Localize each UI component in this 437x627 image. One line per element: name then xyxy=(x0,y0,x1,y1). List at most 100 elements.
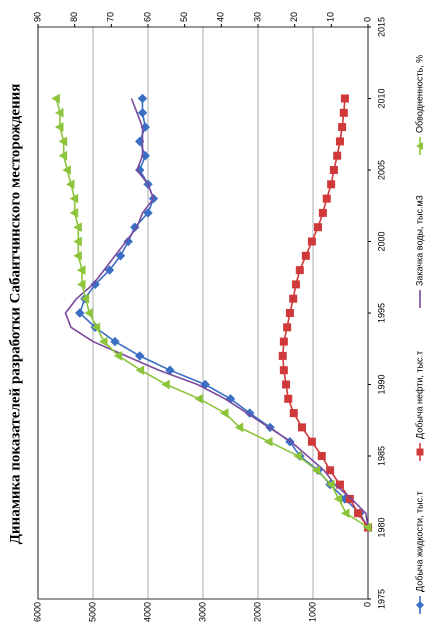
point xyxy=(295,266,304,275)
x-tick-label: 1975 xyxy=(376,589,386,609)
legend-label: Закачка воды, тыс.м3 xyxy=(414,195,424,286)
y2-tick-label: 30 xyxy=(252,12,262,22)
point xyxy=(69,193,79,204)
x-tick-label: 2015 xyxy=(376,17,386,37)
point xyxy=(354,509,363,518)
legend-marker xyxy=(416,142,423,150)
x-tick-label: 1985 xyxy=(376,446,386,466)
x-tick-label: 1995 xyxy=(376,303,386,323)
point xyxy=(338,123,347,132)
point xyxy=(329,166,338,174)
x-tick-label: 1990 xyxy=(376,374,386,394)
point xyxy=(69,208,79,218)
point xyxy=(130,222,140,232)
point xyxy=(245,408,255,418)
point xyxy=(143,208,153,218)
legend-label: Добыча жидкости, тыс.т xyxy=(414,491,424,592)
point xyxy=(219,408,229,418)
point xyxy=(335,137,344,146)
legend-marker xyxy=(416,601,424,609)
point xyxy=(194,393,203,404)
point xyxy=(291,280,300,289)
legend-marker xyxy=(416,448,424,456)
y2-tick-label: 10 xyxy=(326,12,336,22)
point xyxy=(326,466,335,475)
point xyxy=(84,308,93,318)
point xyxy=(137,93,148,104)
point xyxy=(161,379,170,390)
point xyxy=(80,293,90,304)
point xyxy=(289,294,298,303)
legend-label: Добыча нефти, тыс.т xyxy=(414,351,424,439)
y2-tick-label: 0 xyxy=(362,17,372,22)
point xyxy=(362,522,372,533)
x-tick-label: 1980 xyxy=(376,517,386,537)
point xyxy=(301,251,310,260)
point xyxy=(318,208,327,217)
point xyxy=(283,323,292,332)
point xyxy=(73,222,82,233)
point xyxy=(279,366,288,375)
plot-frame xyxy=(37,26,369,600)
point xyxy=(104,265,115,275)
point xyxy=(263,436,273,447)
y-tick-label: 2000 xyxy=(252,602,262,622)
point xyxy=(333,151,342,160)
point xyxy=(284,394,293,403)
point xyxy=(51,93,60,104)
point xyxy=(282,380,291,389)
point xyxy=(339,108,348,117)
chart-title: Динамика показателей разработки Сабантчи… xyxy=(7,84,23,545)
y2-tick-label: 40 xyxy=(216,12,226,22)
point xyxy=(62,165,71,175)
y-tick-label: 5000 xyxy=(87,602,97,622)
point xyxy=(313,223,322,232)
point xyxy=(165,365,175,375)
point xyxy=(65,179,75,190)
y-tick-label: 6000 xyxy=(32,602,42,622)
point xyxy=(307,437,316,446)
point xyxy=(298,423,306,432)
point xyxy=(73,236,82,247)
legend-label: Обводненность, % xyxy=(414,55,424,133)
series-line xyxy=(64,98,369,528)
point xyxy=(91,322,101,333)
x-tick-label: 2010 xyxy=(376,88,386,108)
point xyxy=(340,508,350,519)
point xyxy=(326,479,335,490)
y2-tick-label: 90 xyxy=(32,12,42,22)
x-tick-label: 2000 xyxy=(376,231,386,251)
point xyxy=(123,236,133,247)
y2-tick-label: 80 xyxy=(69,12,79,22)
point xyxy=(137,108,148,118)
point xyxy=(76,265,86,275)
point xyxy=(110,336,120,347)
point xyxy=(76,279,86,290)
point xyxy=(345,494,354,503)
point xyxy=(75,308,85,318)
point xyxy=(113,351,123,361)
point xyxy=(279,337,288,346)
point xyxy=(58,136,68,147)
x-tick-label: 2005 xyxy=(376,160,386,180)
point xyxy=(311,465,321,476)
point xyxy=(58,150,68,161)
point xyxy=(54,122,64,132)
point xyxy=(307,237,316,246)
y-tick-label: 1000 xyxy=(307,602,317,622)
point xyxy=(322,194,331,203)
point xyxy=(90,279,100,290)
point xyxy=(98,336,108,347)
y2-tick-label: 60 xyxy=(142,12,152,22)
point xyxy=(135,351,145,361)
point xyxy=(340,94,349,103)
point xyxy=(293,451,302,461)
point xyxy=(73,250,82,261)
y-tick-label: 4000 xyxy=(142,602,152,622)
y2-tick-label: 50 xyxy=(179,12,189,22)
point xyxy=(115,251,126,261)
point xyxy=(278,351,287,360)
point xyxy=(54,107,64,118)
